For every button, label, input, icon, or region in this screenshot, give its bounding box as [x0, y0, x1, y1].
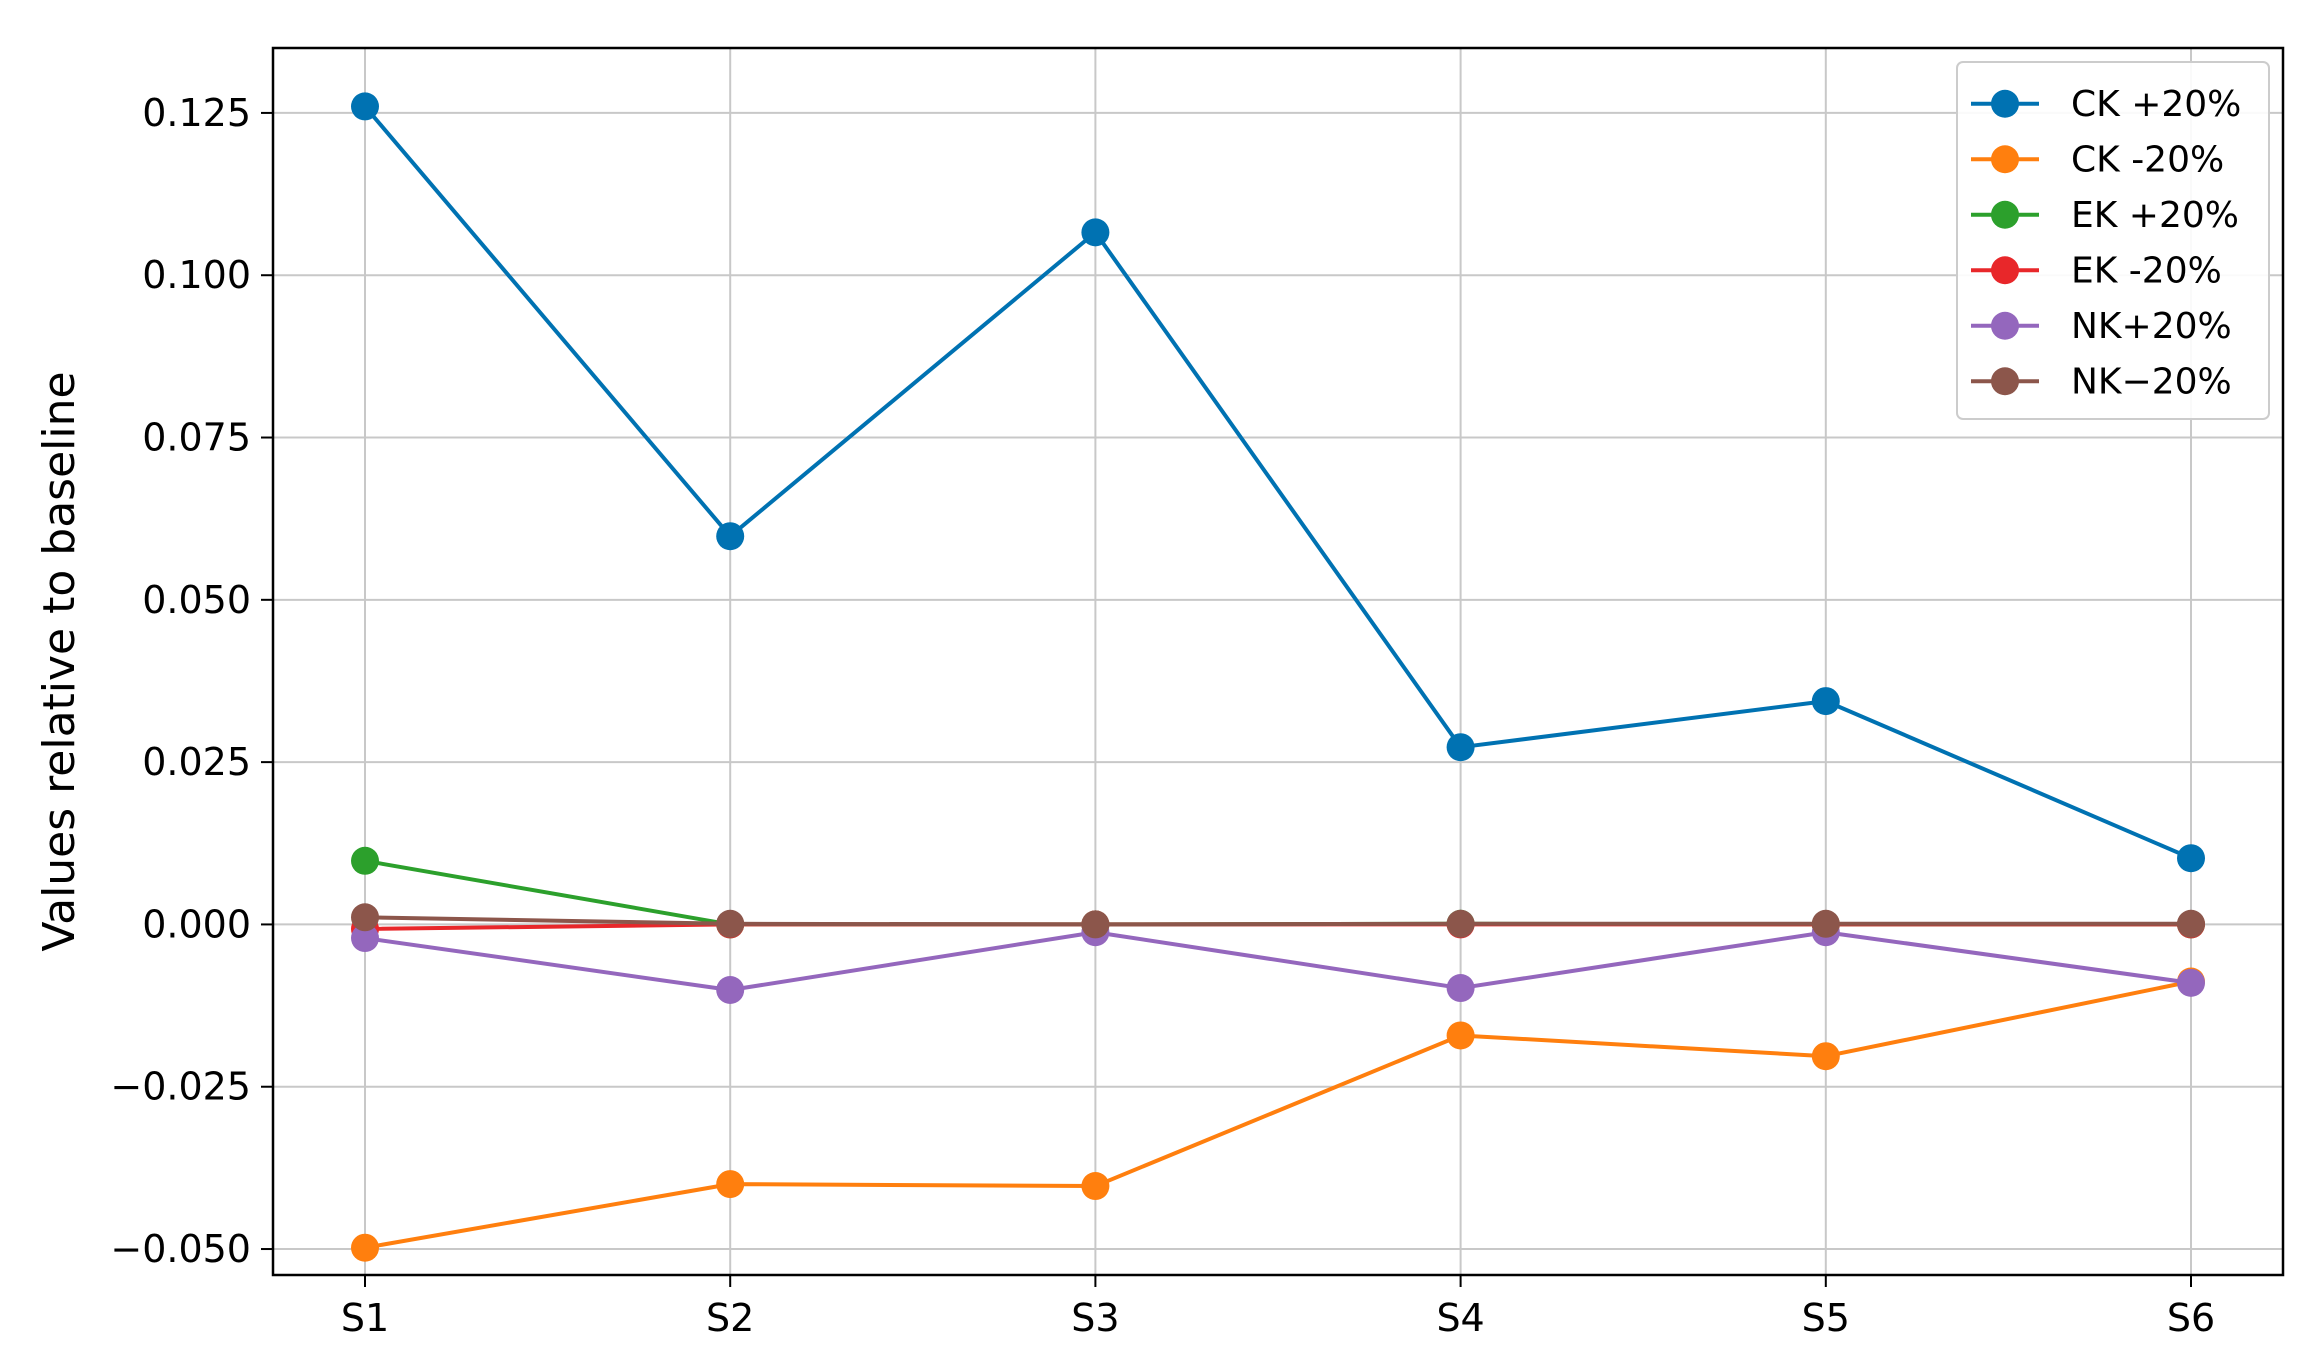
legend-item: EK +20%	[1971, 195, 2239, 236]
legend-item: NK+20%	[1971, 306, 2232, 347]
data-point	[1446, 733, 1475, 762]
x-tick-label: S6	[2167, 1296, 2215, 1340]
data-point	[1811, 909, 1840, 938]
data-point	[1811, 1042, 1840, 1071]
legend-label: EK +20%	[2071, 195, 2239, 236]
data-point	[1811, 687, 1840, 716]
x-tick-label: S2	[706, 1296, 754, 1340]
legend-item: CK -20%	[1971, 139, 2224, 180]
data-point	[1081, 218, 1110, 247]
data-point	[1446, 974, 1475, 1003]
series-0	[351, 92, 2205, 873]
series-group	[351, 92, 2205, 1262]
data-point	[2177, 844, 2205, 873]
legend-marker	[1991, 367, 2019, 396]
legend-item: EK -20%	[1971, 250, 2222, 291]
legend-marker	[1991, 89, 2019, 118]
data-point	[351, 903, 379, 932]
legend-marker	[1991, 311, 2019, 340]
series-1	[351, 967, 2205, 1262]
legend-label: CK -20%	[2071, 139, 2224, 180]
series-line	[364, 858, 2191, 927]
data-point	[1081, 910, 1110, 939]
legend-label: NK−20%	[2071, 361, 2232, 402]
x-tick-label: S1	[341, 1296, 389, 1340]
data-point	[2177, 909, 2205, 938]
data-point	[716, 1170, 745, 1199]
data-point	[716, 909, 745, 938]
series-line	[363, 105, 2192, 861]
x-tick-label: S3	[1071, 1296, 1119, 1340]
legend-marker	[1991, 256, 2019, 285]
x-tick-label: S4	[1436, 1296, 1484, 1340]
legend-marker	[1991, 200, 2019, 229]
legend-label: NK+20%	[2071, 306, 2232, 347]
data-point	[351, 846, 379, 875]
series-line	[364, 979, 2192, 1250]
legend: CK +20% CK -20% EK +20% EK -20% NK+20% NK−20%	[1956, 61, 2270, 420]
y-tick-label: 0.100	[142, 253, 251, 297]
legend-label: CK +20%	[2071, 84, 2241, 125]
plot-frame	[271, 46, 2285, 1277]
axes: S1 S2 S3 S4 S5 S6 −0.050 −0.025 0.000 0.025 0.050 0…	[34, 46, 2285, 1340]
data-point	[2177, 968, 2205, 997]
y-tick-label: −0.050	[110, 1227, 251, 1271]
series-3	[351, 910, 2205, 943]
x-tick-label: S5	[1802, 1296, 1850, 1340]
legend-item: NK−20%	[1971, 361, 2232, 402]
legend-label: EK -20%	[2071, 250, 2222, 291]
series-5	[351, 903, 2205, 939]
y-tick-label: −0.025	[110, 1065, 251, 1109]
y-tick-label: 0.025	[142, 740, 251, 784]
y-tick-label: 0.075	[142, 416, 251, 460]
legend-item: CK +20%	[1971, 84, 2241, 125]
data-point	[351, 92, 379, 121]
series-line	[364, 915, 2191, 927]
series-line	[364, 930, 2192, 992]
legend-box	[1956, 61, 2270, 420]
data-point	[716, 975, 745, 1004]
data-point	[1446, 1021, 1475, 1050]
data-point	[1081, 1172, 1110, 1201]
data-point	[351, 924, 379, 953]
data-point	[1446, 909, 1475, 938]
series-4	[351, 918, 2205, 1004]
legend-marker	[1991, 145, 2019, 174]
y-tick-label: 0.000	[142, 902, 251, 946]
y-tick-label: 0.125	[142, 91, 251, 135]
y-axis-label: Values relative to baseline	[34, 371, 85, 951]
y-tick-label: 0.050	[142, 578, 251, 622]
data-point	[716, 522, 745, 551]
data-point	[351, 1233, 379, 1262]
